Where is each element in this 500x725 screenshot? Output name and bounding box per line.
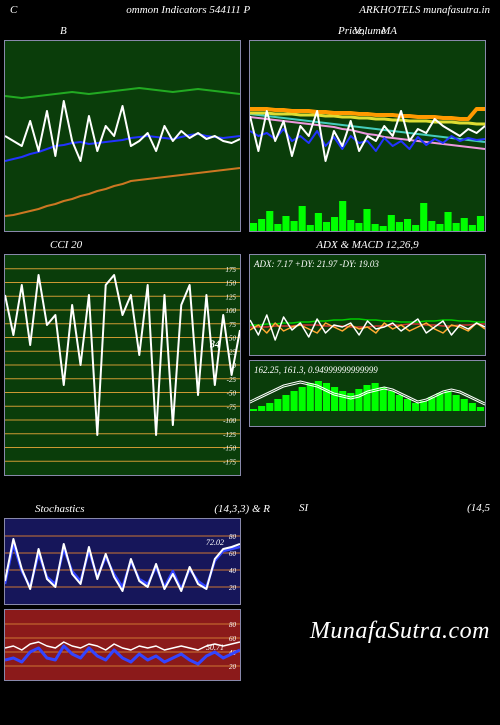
svg-text:72.02: 72.02 <box>206 538 224 547</box>
svg-text:ADX: 7.17 +DY: 21.97 -DY: 19.0: ADX: 7.17 +DY: 21.97 -DY: 19.03 <box>253 259 379 269</box>
panel-adx-title: ADX & MACD 12,26,9 <box>250 239 485 251</box>
svg-text:34: 34 <box>209 339 220 350</box>
svg-text:125: 125 <box>226 293 237 301</box>
watermark: MunafaSutra.com <box>310 618 490 645</box>
panel-cci-title: CCI 20 <box>5 239 240 251</box>
svg-text:-25: -25 <box>227 376 237 384</box>
svg-text:-125: -125 <box>223 431 236 439</box>
panel-price-title: Price, Volume MA <box>250 25 485 37</box>
svg-text:-175: -175 <box>223 458 236 466</box>
svg-text:-150: -150 <box>223 445 236 453</box>
panel-rsi: 8060402050.71 <box>4 609 241 681</box>
svg-text:-100: -100 <box>223 417 236 425</box>
svg-text:80: 80 <box>229 533 237 541</box>
panel-cci: CCI 20 1751501251007550250-25-50-75-100-… <box>4 254 241 476</box>
header-left: C <box>10 4 17 22</box>
svg-text:60: 60 <box>229 550 237 558</box>
svg-text:100: 100 <box>226 307 237 315</box>
panel-stoch: Stochastics(14,3,3) & R 8060402072.02 <box>4 518 241 605</box>
svg-text:-50: -50 <box>227 390 237 398</box>
header-right: ARKHOTELS munafasutra.in <box>359 4 490 22</box>
panel-macd: 162.25, 161.3, 0.94999999999999 <box>249 360 486 427</box>
svg-text:50.71: 50.71 <box>206 643 224 652</box>
svg-text:150: 150 <box>226 280 237 288</box>
page-header: C ommon Indicators 544111 P ARKHOTELS mu… <box>0 0 500 22</box>
svg-text:40: 40 <box>229 567 237 575</box>
svg-text:75: 75 <box>229 321 237 329</box>
svg-text:50: 50 <box>229 335 237 343</box>
panel-stoch-title: Stochastics(14,3,3) & R <box>5 503 280 515</box>
panel-price: Price, Volume MA <box>249 40 486 232</box>
svg-text:175: 175 <box>226 266 237 274</box>
panel-si-title: SI(14,5 <box>249 502 494 589</box>
svg-text:80: 80 <box>229 621 237 629</box>
panel-b: B <box>4 40 241 232</box>
header-center: ommon Indicators 544111 P <box>126 4 250 22</box>
svg-text:162.25, 161.3, 0.94999999999: 162.25, 161.3, 0.94999999999999 <box>254 365 378 375</box>
svg-text:20: 20 <box>229 584 237 592</box>
panel-adx: ADX & MACD 12,26,9 ADX: 7.17 +DY: 21.97 … <box>249 254 486 356</box>
svg-text:60: 60 <box>229 635 237 643</box>
panel-b-title: B <box>5 25 240 37</box>
svg-text:-75: -75 <box>227 403 237 411</box>
svg-text:20: 20 <box>229 663 237 671</box>
